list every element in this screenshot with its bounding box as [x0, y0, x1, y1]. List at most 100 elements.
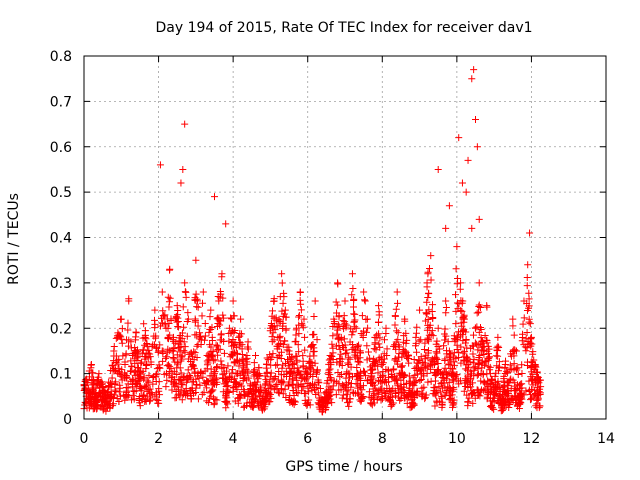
- data-point: [446, 353, 454, 361]
- data-point: [199, 288, 207, 296]
- data-point: [408, 388, 416, 396]
- data-point: [267, 361, 275, 369]
- data-point: [171, 339, 179, 347]
- data-point: [127, 338, 135, 346]
- data-point: [272, 314, 280, 322]
- data-point: [473, 386, 481, 394]
- data-point: [527, 363, 535, 371]
- data-point: [199, 373, 207, 381]
- data-point: [192, 256, 200, 264]
- data-point: [214, 342, 222, 350]
- data-point: [398, 362, 406, 370]
- data-point: [462, 383, 470, 391]
- data-point: [210, 401, 218, 409]
- data-point: [360, 327, 368, 335]
- data-point: [123, 393, 131, 401]
- data-point: [453, 243, 461, 251]
- data-point: [525, 315, 533, 323]
- data-point: [91, 404, 99, 412]
- data-point: [87, 361, 95, 369]
- data-point: [298, 375, 306, 383]
- data-point: [166, 362, 174, 370]
- data-point: [333, 330, 341, 338]
- data-point: [244, 369, 252, 377]
- data-point: [337, 386, 345, 394]
- data-point: [411, 379, 419, 387]
- data-point: [174, 344, 182, 352]
- data-point: [269, 376, 277, 384]
- data-point: [419, 389, 427, 397]
- data-point: [410, 356, 418, 364]
- data-point: [464, 398, 472, 406]
- data-point: [400, 380, 408, 388]
- data-point: [344, 354, 352, 362]
- data-point: [178, 353, 186, 361]
- data-point: [208, 333, 216, 341]
- data-point: [109, 400, 117, 408]
- data-point: [141, 341, 149, 349]
- data-point: [280, 293, 288, 301]
- data-point: [81, 384, 89, 392]
- data-point: [194, 322, 202, 330]
- data-point: [299, 323, 307, 331]
- data-point: [281, 385, 289, 393]
- data-point: [441, 325, 449, 333]
- data-point: [237, 391, 245, 399]
- data-point: [328, 353, 336, 361]
- data-point: [471, 394, 479, 402]
- data-point: [464, 156, 472, 164]
- data-point: [219, 311, 227, 319]
- data-point: [501, 364, 509, 372]
- data-point: [123, 372, 131, 380]
- data-point: [209, 347, 217, 355]
- data-point: [335, 321, 343, 329]
- data-point: [424, 293, 432, 301]
- data-point: [334, 326, 342, 334]
- data-point: [208, 387, 216, 395]
- data-point: [321, 393, 329, 401]
- data-point: [150, 332, 158, 340]
- data-point: [262, 360, 270, 368]
- data-point: [236, 329, 244, 337]
- data-point: [188, 378, 196, 386]
- data-point: [522, 387, 530, 395]
- data-point: [81, 378, 89, 386]
- data-point: [424, 268, 432, 276]
- data-point: [508, 365, 516, 373]
- data-point: [450, 377, 458, 385]
- data-point: [225, 330, 233, 338]
- data-point: [115, 397, 123, 405]
- data-point: [124, 342, 132, 350]
- data-point: [360, 288, 368, 296]
- data-point: [391, 343, 399, 351]
- data-point: [352, 373, 360, 381]
- data-point: [364, 348, 372, 356]
- data-point: [309, 341, 317, 349]
- data-point: [455, 134, 463, 142]
- data-point: [392, 305, 400, 313]
- data-point: [401, 317, 409, 325]
- data-point: [349, 328, 357, 336]
- data-point: [340, 335, 348, 343]
- data-point: [494, 377, 502, 385]
- y-tick-label: 0.8: [50, 49, 72, 65]
- data-point: [111, 381, 119, 389]
- data-point: [375, 330, 383, 338]
- data-point: [187, 395, 195, 403]
- data-point: [399, 349, 407, 357]
- data-point: [303, 400, 311, 408]
- data-point: [277, 385, 285, 393]
- data-point: [443, 347, 451, 355]
- data-point: [338, 371, 346, 379]
- data-point: [302, 368, 310, 376]
- data-point: [469, 359, 477, 367]
- data-point: [452, 320, 460, 328]
- data-point: [469, 342, 477, 350]
- data-point: [367, 366, 375, 374]
- data-point: [421, 395, 429, 403]
- data-point: [377, 396, 385, 404]
- data-point: [482, 358, 490, 366]
- data-point: [492, 389, 500, 397]
- data-point: [313, 336, 321, 344]
- data-point: [366, 375, 374, 383]
